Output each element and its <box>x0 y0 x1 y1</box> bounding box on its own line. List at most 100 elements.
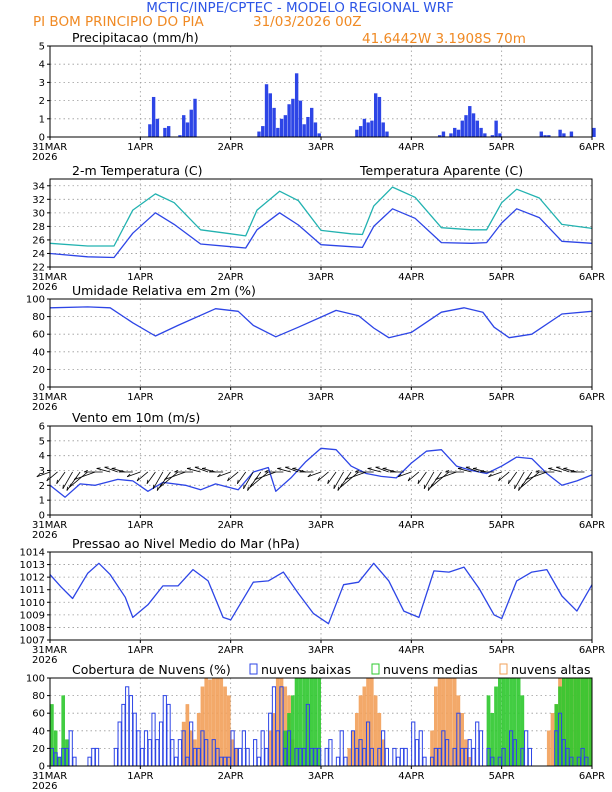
wind-barb-head <box>570 470 575 473</box>
wind-barb <box>217 471 231 478</box>
precip-bar <box>490 135 495 137</box>
wind-barb-head <box>46 477 49 482</box>
precip-bar <box>483 133 487 137</box>
cloud-bar <box>94 747 100 767</box>
ytick-label: 80 <box>32 691 45 702</box>
precip-bar <box>276 127 280 137</box>
cloud-bar <box>373 695 378 767</box>
wind-barb-head <box>367 467 372 469</box>
xtick-label: 4APR <box>398 142 424 153</box>
wind-barb <box>327 471 337 485</box>
wind-barb-head <box>96 467 101 469</box>
panel-title: Umidade Relativa em 2m (%) <box>72 283 256 298</box>
wind-barb-head <box>339 483 343 488</box>
precip-bar <box>283 115 288 137</box>
cloud-bar <box>68 730 73 767</box>
wind-barb <box>457 468 472 473</box>
precip-bar <box>456 129 461 137</box>
cloud-bar <box>121 703 126 767</box>
wind-barb <box>194 466 209 473</box>
cloud-bar <box>343 756 348 767</box>
xtick-label: 31MAR <box>32 392 67 403</box>
xtick-label: 31MAR <box>32 520 67 531</box>
wind-barb-head <box>299 470 304 473</box>
ytick-label: 100 <box>26 295 45 306</box>
precip-bar <box>453 127 457 137</box>
cloud-bar <box>475 721 480 767</box>
xtick-label: 4APR <box>398 272 424 283</box>
wind-barb <box>159 471 179 488</box>
ytick-label: 40 <box>32 726 45 737</box>
ytick-label: 1010 <box>20 598 45 609</box>
cloud-bar <box>569 677 574 767</box>
wind-barb-head <box>307 473 312 478</box>
cloud-bar <box>140 747 145 767</box>
xtick-label: 1APR <box>127 272 153 283</box>
precip-bar <box>313 122 318 137</box>
cloud-bar <box>174 756 179 767</box>
cloud-bar <box>335 756 341 767</box>
wind-barb-head <box>317 477 320 482</box>
wind-barb-head <box>174 470 179 473</box>
wind-barb <box>563 468 578 473</box>
wind-barb <box>407 471 420 482</box>
precip-bar <box>148 124 152 137</box>
wind-barb-head <box>548 467 553 469</box>
precip-bar <box>449 133 453 137</box>
wind-barb-head <box>498 477 501 482</box>
precip-bar <box>178 135 182 137</box>
precip-bar <box>498 133 502 137</box>
cloud-bar <box>588 677 592 767</box>
wind-barb <box>518 471 533 491</box>
ytick-label: 20 <box>32 744 45 755</box>
xtick-label: 31MAR <box>32 142 67 153</box>
cloud-bar <box>158 721 164 767</box>
cloud-bar <box>170 739 175 767</box>
wind-barb <box>156 471 171 491</box>
wind-barb-head <box>563 467 568 469</box>
panel-rh: 0 20 40 60 80 100 31MAR 1APR 2APR 3APR 4APR 5APR 6AP… <box>26 283 605 413</box>
precip-bar <box>189 109 193 137</box>
ytick-label: 1008 <box>20 623 45 634</box>
wind-barb-head <box>159 483 162 488</box>
cloud-bar <box>253 739 258 767</box>
precip-bar <box>471 113 476 137</box>
cloud-bar <box>264 747 269 767</box>
wind-barb-head <box>518 486 520 491</box>
xtick-label: 4APR <box>398 771 424 782</box>
wind-barb <box>435 471 457 481</box>
panel-title: Pressao ao Nivel Medio do Mar (hPa) <box>72 536 300 551</box>
wind-barb <box>227 471 239 482</box>
wind-barb <box>307 471 322 478</box>
ytick-label: 1014 <box>20 548 45 559</box>
wind-barb-head <box>337 486 340 491</box>
xtick-label: 1APR <box>127 392 153 403</box>
cloud-bar <box>219 677 224 767</box>
header-coords: 41.6442W 3.1908S 70m <box>362 31 526 47</box>
precip-bar <box>317 133 321 137</box>
wind-barb-head <box>382 467 387 469</box>
ytick-label: 0 <box>39 511 45 522</box>
xtick-label: 5APR <box>489 392 515 403</box>
precip-bar <box>460 120 464 137</box>
xtick-label: 5APR <box>489 771 515 782</box>
precip-bar <box>294 73 299 137</box>
ytick-label: 1013 <box>20 560 45 571</box>
xtick-label: 2APR <box>218 272 244 283</box>
wind-barb-head <box>473 467 478 469</box>
plot-frame <box>49 298 593 388</box>
precip-bar <box>264 84 269 137</box>
cloud-bar <box>577 677 581 767</box>
cloud-bar <box>527 747 533 767</box>
wind-barb-head <box>488 473 492 478</box>
xtick-label: 31MAR <box>32 272 67 283</box>
wind-barb <box>186 468 201 473</box>
wind-barb-head <box>457 467 463 469</box>
xtick-label: 3APR <box>308 771 334 782</box>
legend-apparent: Temperatura Aparente (C) <box>359 163 523 178</box>
wind-barb <box>382 468 397 473</box>
wind-barb <box>62 471 73 489</box>
wind-barb <box>417 471 427 485</box>
legend-label: nuvens medias <box>383 662 478 677</box>
header-title: MCTIC/INPE/CPTEC - MODELO REGIONAL WRF <box>146 0 454 16</box>
